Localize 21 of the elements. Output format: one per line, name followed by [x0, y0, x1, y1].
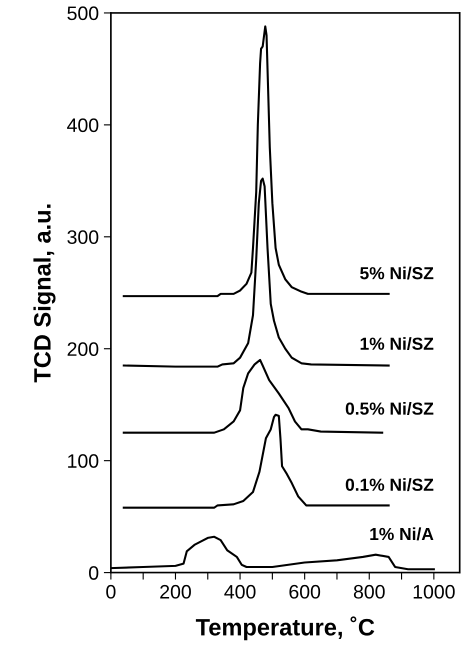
y-tick-label: 300: [67, 230, 98, 244]
series-label: 5% Ni/SZ: [360, 266, 434, 280]
line-series: [122, 414, 390, 509]
line-series: [122, 358, 384, 434]
series-label: 1% Ni/A: [370, 527, 434, 540]
y-tick-label: 0: [89, 566, 98, 580]
x-tick-label: 200: [160, 584, 191, 599]
x-tick-label: 600: [289, 584, 320, 599]
x-tick-label: 1000: [414, 584, 455, 599]
x-tick-label: 400: [224, 584, 256, 599]
x-axis-title: Temperature, ˚C: [196, 616, 374, 640]
y-tick-label: 500: [67, 6, 98, 20]
series-label: 1% Ni/SZ: [360, 337, 434, 350]
y-tick-label: 100: [68, 454, 98, 468]
series-label: 0.5% Ni/SZ: [346, 402, 434, 415]
x-tick-label: 0: [106, 584, 116, 599]
y-axis-title: TCD Signal, a.u.: [33, 204, 56, 382]
x-tick-label: 800: [354, 584, 385, 599]
y-tick-label: 400: [67, 118, 98, 132]
y-tick-label: 200: [68, 342, 98, 356]
series-label: 0.1% Ni/SZ: [346, 478, 434, 492]
